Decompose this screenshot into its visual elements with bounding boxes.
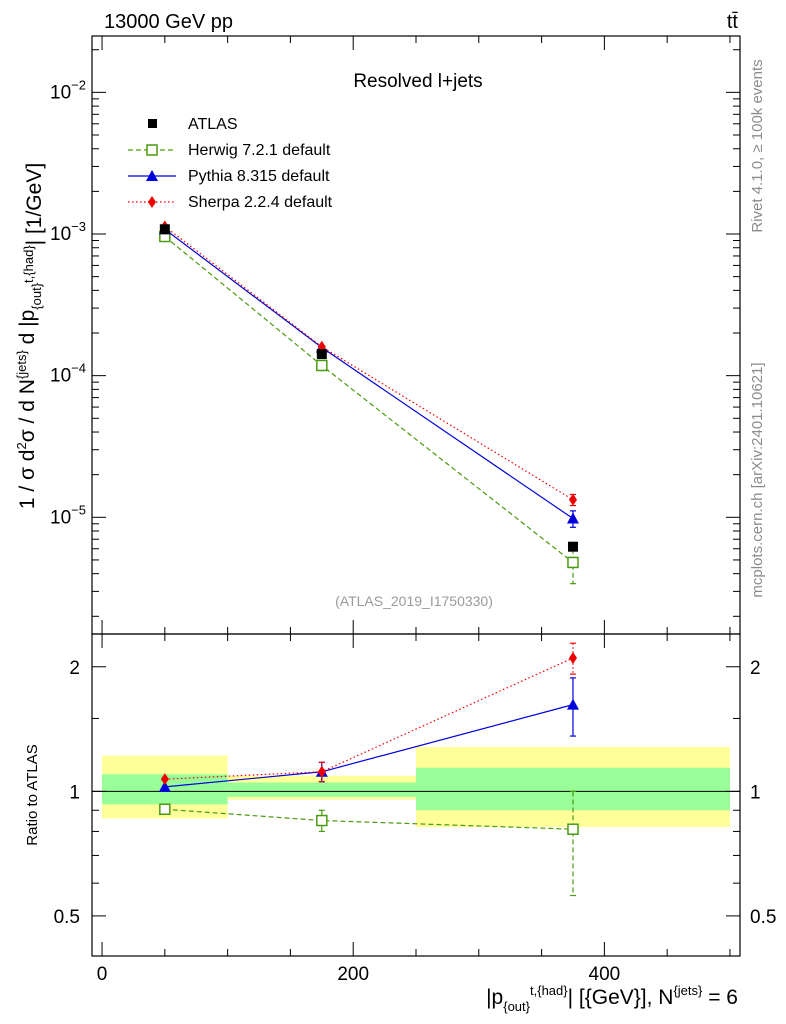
legend-pythia: Pythia 8.315 default — [128, 168, 330, 185]
ratio-y-tick-label: 0.5 — [54, 907, 80, 928]
ratio-band-green — [227, 782, 416, 797]
ratio-x-axis: 0 200 400 — [97, 634, 731, 985]
main-y-axis: 10−2 10−3 10−4 10−5 — [50, 36, 740, 634]
main-atlas-point — [316, 349, 327, 360]
main-pythia-point — [566, 512, 579, 524]
svg-text:1 / σ d2σ / d N{jets} d |p{out: 1 / σ d2σ / d N{jets} d |p{out}t,{had}| … — [14, 163, 46, 509]
legend-herwig-marker — [146, 144, 158, 156]
energy-label: 13000 GeV pp — [104, 11, 233, 33]
analysis-watermark: (ATLAS_2019_I1750330) — [335, 593, 493, 609]
ratio-pythia-point — [158, 780, 171, 792]
legend-herwig-label: Herwig 7.2.1 default — [188, 142, 331, 159]
ratio-herwig-point — [159, 803, 171, 816]
ratio-x-tick-label: 400 — [589, 964, 621, 985]
main-herwig-point — [567, 556, 579, 569]
ratio-herwig-point — [316, 814, 328, 827]
ratio-plot-area — [92, 642, 740, 897]
main-sherpa-line — [164, 226, 574, 501]
main-atlas-point — [159, 224, 170, 235]
ratio-pythia-point — [566, 698, 579, 710]
ratio-y-axis-title: Ratio to ATLAS — [24, 744, 41, 845]
ratio-y-tick-label-right: 1 — [750, 782, 761, 803]
ratio-herwig-point — [567, 823, 579, 835]
ratio-sherpa-point — [317, 765, 326, 778]
legend-sherpa-marker — [148, 196, 156, 208]
legend-atlas: ATLAS — [148, 116, 238, 133]
main-y-tick-label: 10−5 — [50, 502, 86, 528]
main-y-tick-label: 10−4 — [50, 361, 86, 387]
process-label: tt̄ — [727, 11, 739, 33]
legend-pythia-label: Pythia 8.315 default — [188, 168, 330, 185]
legend-atlas-label: ATLAS — [188, 116, 238, 133]
ratio-y-axis: 2 2 1 1 0.5 0.5 — [54, 658, 777, 928]
main-y-tick-label: 10−3 — [50, 219, 86, 245]
main-panel-title: Resolved l+jets — [353, 71, 482, 92]
ratio-x-axis-title: |p{out}t,{had}| [{GeV}], N{jets} = 6 — [486, 983, 738, 1014]
ratio-y-tick-label: 1 — [69, 782, 80, 803]
legend-herwig: Herwig 7.2.1 default — [128, 142, 331, 159]
main-sherpa-point — [568, 493, 577, 506]
main-plot-area — [158, 220, 579, 585]
ratio-x-tick-label: 200 — [337, 964, 369, 985]
ratio-sherpa-point — [160, 773, 169, 786]
ratio-sherpa-point — [568, 651, 577, 664]
mcplots-label: mcplots.cern.ch [arXiv:2401.10621] — [749, 362, 766, 597]
main-y-axis-title: 1 / σ d2σ / d N{jets} d |p{out}t,{had}| … — [14, 163, 46, 509]
rivet-label: Rivet 4.1.0, ≥ 100k events — [749, 59, 766, 232]
main-y-tick-label: 10−2 — [50, 77, 86, 103]
svg-text:|p{out}t,{had}| [{GeV}], N{jet: |p{out}t,{had}| [{GeV}], N{jets} = 6 — [486, 983, 738, 1014]
main-herwig-line — [164, 236, 574, 563]
ratio-x-tick-label: 0 — [97, 964, 108, 985]
legend-sherpa-label: Sherpa 2.2.4 default — [188, 194, 333, 211]
ratio-y-tick-label: 2 — [69, 658, 80, 679]
legend: ATLAS Herwig 7.2.1 default Pythia 8.315 … — [128, 116, 333, 211]
legend-pythia-marker — [146, 170, 158, 181]
ratio-panel: 2 2 1 1 0.5 0.5 0 200 400 Ratio to ATLAS |p{out… — [24, 633, 777, 1014]
ratio-y-tick-label-right: 0.5 — [750, 907, 776, 928]
main-herwig-point — [316, 359, 328, 372]
ratio-herwig-line — [164, 808, 573, 830]
legend-atlas-marker — [148, 119, 157, 128]
ratio-y-tick-label-right: 2 — [750, 658, 761, 679]
legend-sherpa: Sherpa 2.2.4 default — [128, 194, 333, 211]
main-panel: 10−2 10−3 10−4 10−5 Resolved l+jets (ATLAS_… — [14, 35, 741, 635]
main-atlas-point — [567, 541, 578, 552]
